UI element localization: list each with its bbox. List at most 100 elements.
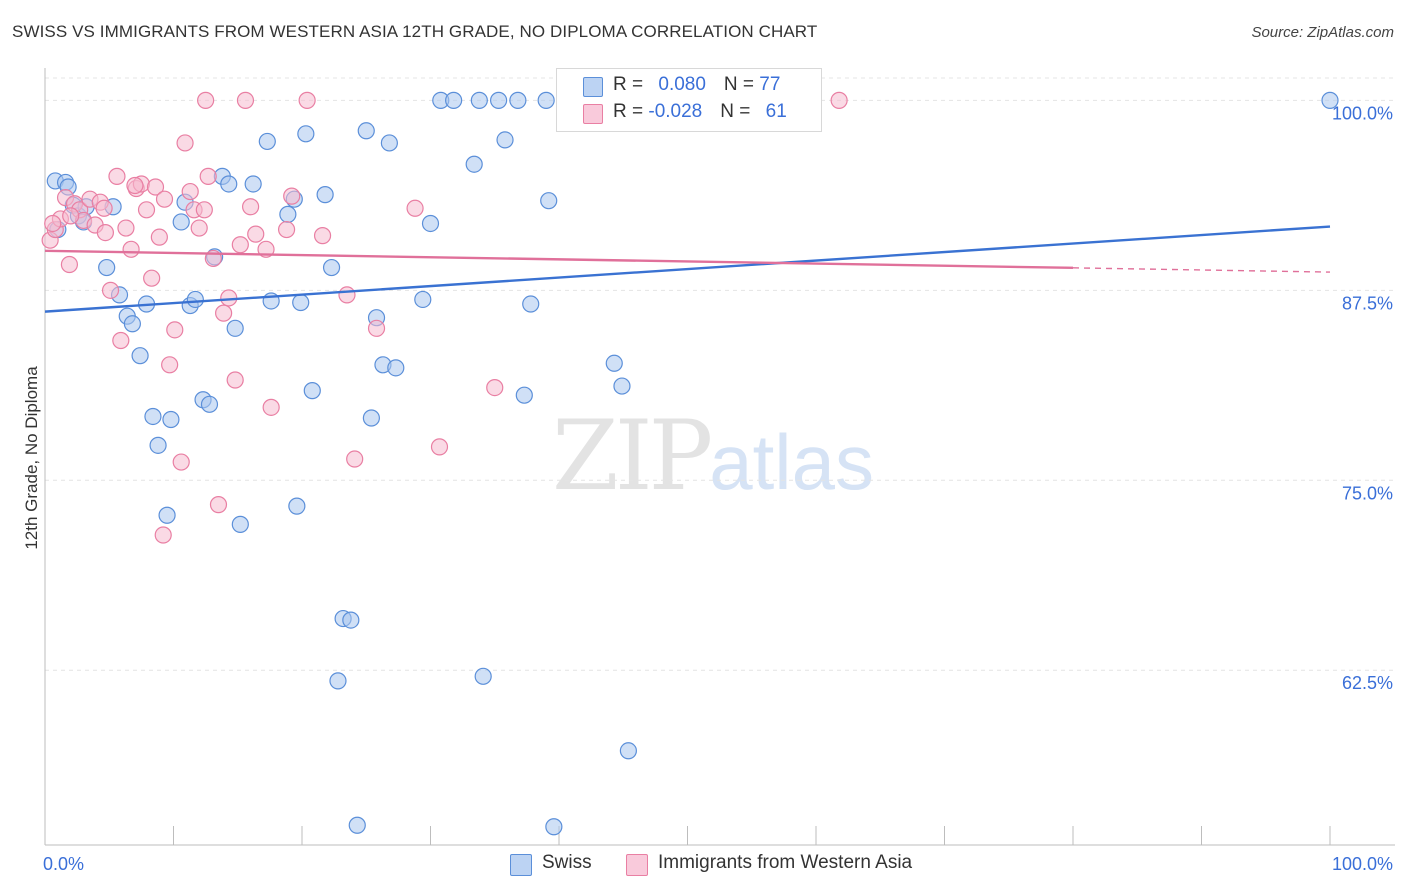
imm-point <box>126 176 144 195</box>
swiss-point <box>348 816 366 834</box>
imm-point <box>95 199 113 217</box>
swiss-point <box>123 315 141 333</box>
imm-point <box>215 304 233 322</box>
imm-point <box>112 331 130 350</box>
imm-point <box>313 227 332 245</box>
imm-trend-line <box>44 249 1074 270</box>
swiss-point <box>342 611 360 629</box>
watermark-atlas: atlas <box>709 418 874 506</box>
imm-point <box>137 201 156 219</box>
imm-point <box>146 178 165 196</box>
swiss-point <box>322 258 341 277</box>
imm-point <box>242 198 260 216</box>
y-tick-label: 62.5% <box>1342 673 1393 693</box>
swiss-point <box>357 122 375 140</box>
bottom-legend-label-imm: Immigrants from Western Asia <box>658 852 913 873</box>
imm-point <box>62 207 80 225</box>
imm-point <box>209 496 228 514</box>
swiss-point <box>158 506 176 524</box>
imm-point <box>367 319 386 337</box>
swiss-point <box>545 818 563 836</box>
swiss-point <box>200 395 219 413</box>
legend-r-label-swiss: R = <box>613 74 649 95</box>
imm-point <box>44 214 62 233</box>
swiss-point <box>244 175 262 193</box>
swiss-point <box>605 354 623 372</box>
swiss-point <box>387 359 405 377</box>
imm-point <box>830 91 848 109</box>
imm-point <box>277 220 296 239</box>
imm-point <box>298 91 316 109</box>
imm-point <box>190 219 208 237</box>
swiss-point <box>540 192 558 210</box>
imm-point <box>195 201 213 219</box>
imm-point <box>197 91 215 109</box>
imm-point <box>96 223 114 242</box>
swiss-point <box>149 436 167 454</box>
bottom-legend-swatch-swiss <box>510 854 532 876</box>
imm-point <box>236 91 255 109</box>
swiss-point <box>490 91 508 109</box>
legend-n-value-imm: 61 <box>765 101 787 122</box>
imm-point <box>117 219 135 237</box>
imm-point <box>181 182 199 201</box>
swiss-point <box>537 91 555 109</box>
swiss-point <box>292 293 310 312</box>
swiss-point <box>131 347 149 365</box>
source-label: Source: ZipAtlas.com <box>1251 24 1394 41</box>
swiss-point <box>522 295 540 313</box>
swiss-point <box>414 290 432 309</box>
imm-point <box>155 190 174 208</box>
imm-point <box>486 378 504 397</box>
swiss-point <box>297 125 315 143</box>
y-axis-label: 12th Grade, No Diploma <box>22 366 41 550</box>
imm-point <box>172 453 190 471</box>
swiss-point <box>279 205 297 223</box>
watermark-zip: ZIP <box>552 400 713 512</box>
x-tick-label: 100.0% <box>1332 854 1393 874</box>
swiss-point <box>380 134 398 152</box>
swiss-point <box>258 132 276 151</box>
imm-point <box>262 398 280 416</box>
legend-swatch-swiss <box>583 77 603 97</box>
legend-r-label-imm: R = <box>613 101 649 122</box>
swiss-point <box>613 377 631 395</box>
imm-point <box>430 438 449 456</box>
imm-point <box>122 240 140 258</box>
swiss-point <box>98 258 116 277</box>
swiss-point <box>303 382 321 400</box>
swiss-point <box>421 214 440 233</box>
imm-trend-line-extension <box>1072 267 1331 273</box>
imm-point <box>176 134 194 152</box>
imm-point <box>247 225 265 243</box>
y-tick-label: 75.0% <box>1342 483 1393 503</box>
imm-point <box>226 371 244 389</box>
swiss-point <box>316 186 334 204</box>
imm-point <box>60 255 79 274</box>
legend-n-label-swiss: N = <box>723 74 760 95</box>
y-tick-label: 87.5% <box>1342 293 1393 313</box>
swiss-point <box>186 290 204 309</box>
swiss-point <box>1321 91 1339 109</box>
imm-point <box>154 526 172 544</box>
swiss-point <box>470 91 488 109</box>
y-tick-label: 100.0% <box>1332 103 1393 123</box>
imm-point <box>166 321 184 339</box>
imm-point <box>108 167 126 185</box>
swiss-point <box>509 91 527 109</box>
swiss-trend-line <box>44 225 1331 313</box>
legend-r-value-swiss: 0.080 <box>658 74 706 95</box>
swiss-point <box>172 213 190 231</box>
swiss-point <box>619 742 637 760</box>
legend-r-value-imm: -0.028 <box>648 101 703 122</box>
swiss-point <box>220 175 238 193</box>
x-tick-label: 0.0% <box>43 854 84 874</box>
imm-point <box>143 269 161 287</box>
bottom-legend-label-swiss: Swiss <box>542 852 592 873</box>
swiss-point <box>445 91 463 109</box>
imm-point <box>199 167 217 185</box>
swiss-point <box>474 667 492 685</box>
swiss-point <box>288 497 306 515</box>
imm-point <box>346 450 364 468</box>
